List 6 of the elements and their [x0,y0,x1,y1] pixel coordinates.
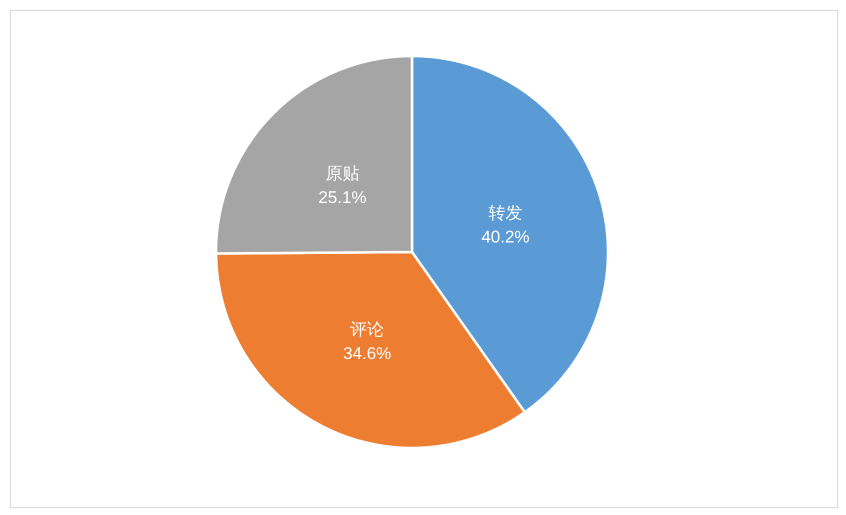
data-label: 34.6% [343,344,392,364]
slice-label: 原贴 [325,164,360,184]
data-label: 40.2% [481,227,530,246]
slice-label: 评论 [350,320,384,340]
slice-label: 转发 [488,203,522,224]
data-label: 25.1% [318,188,367,207]
